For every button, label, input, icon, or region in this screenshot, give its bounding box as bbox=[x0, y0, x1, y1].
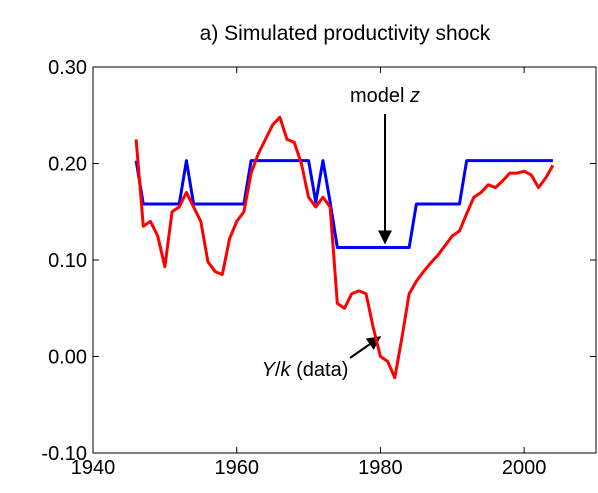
x-tick-label: 1980 bbox=[358, 457, 403, 479]
annotation-part: Y bbox=[262, 359, 277, 381]
annotation-part: (data) bbox=[291, 359, 349, 381]
x-tick-label: 1940 bbox=[71, 457, 116, 479]
y-tick-label: -0.10 bbox=[41, 443, 87, 465]
y-tick-label: 0.30 bbox=[48, 57, 87, 79]
annotation: Y/k (data) bbox=[262, 359, 349, 381]
annotation-part: z bbox=[409, 85, 420, 107]
x-tick-label: 2000 bbox=[502, 457, 547, 479]
series-line bbox=[134, 115, 555, 380]
plot-frame bbox=[92, 66, 597, 454]
annotation-part: / bbox=[275, 359, 281, 381]
y-tick-label: 0.10 bbox=[48, 250, 87, 272]
y-tick-label: 0.00 bbox=[48, 347, 87, 369]
series-line bbox=[134, 159, 553, 249]
annotation: model z bbox=[350, 85, 420, 107]
annotation-part: k bbox=[281, 359, 292, 381]
chart-title: a) Simulated productivity shock bbox=[200, 22, 491, 45]
y-tick-label: 0.20 bbox=[48, 154, 87, 176]
x-tick-label: 1960 bbox=[214, 457, 259, 479]
annotation-part: model bbox=[350, 85, 410, 107]
